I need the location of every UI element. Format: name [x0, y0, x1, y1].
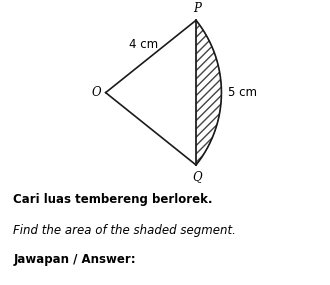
- Text: O: O: [92, 86, 101, 99]
- Text: Q: Q: [192, 170, 201, 183]
- Polygon shape: [196, 20, 221, 165]
- Text: Find the area of the shaded segment.: Find the area of the shaded segment.: [13, 224, 236, 237]
- Text: Jawapan / Answer:: Jawapan / Answer:: [13, 253, 136, 266]
- Text: P: P: [193, 2, 201, 15]
- Text: 4 cm: 4 cm: [129, 38, 158, 51]
- Text: Cari luas tembereng berlorek.: Cari luas tembereng berlorek.: [13, 193, 213, 206]
- Text: 5 cm: 5 cm: [228, 86, 257, 99]
